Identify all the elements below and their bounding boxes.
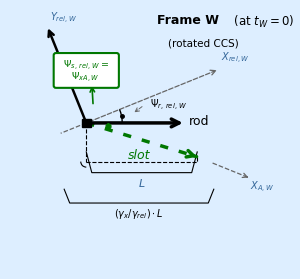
Polygon shape — [82, 119, 91, 127]
Text: $X_{rel,W}$: $X_{rel,W}$ — [221, 51, 249, 66]
Text: $( \gamma_x / \gamma_{rel} ) \cdot L$: $( \gamma_x / \gamma_{rel} ) \cdot L$ — [114, 207, 164, 221]
Text: $L$: $L$ — [138, 177, 146, 189]
Text: slot: slot — [128, 149, 151, 162]
Text: $X_{A,W}$: $X_{A,W}$ — [250, 180, 274, 195]
FancyBboxPatch shape — [54, 53, 119, 88]
Text: $\Psi_{xA,W}$: $\Psi_{xA,W}$ — [71, 70, 99, 84]
Text: $Y_{rel,W}$: $Y_{rel,W}$ — [50, 11, 77, 26]
Text: $\Psi_{s,\,rel,\,W} = $: $\Psi_{s,\,rel,\,W} = $ — [63, 59, 110, 73]
Text: Frame W: Frame W — [157, 14, 219, 27]
Text: $\Psi_{r,\,rel,\,W}$: $\Psi_{r,\,rel,\,W}$ — [150, 97, 188, 112]
Text: (rotated CCS): (rotated CCS) — [168, 39, 238, 49]
Text: (at $t_W = 0$): (at $t_W = 0$) — [230, 14, 294, 30]
Text: rod: rod — [188, 115, 209, 128]
